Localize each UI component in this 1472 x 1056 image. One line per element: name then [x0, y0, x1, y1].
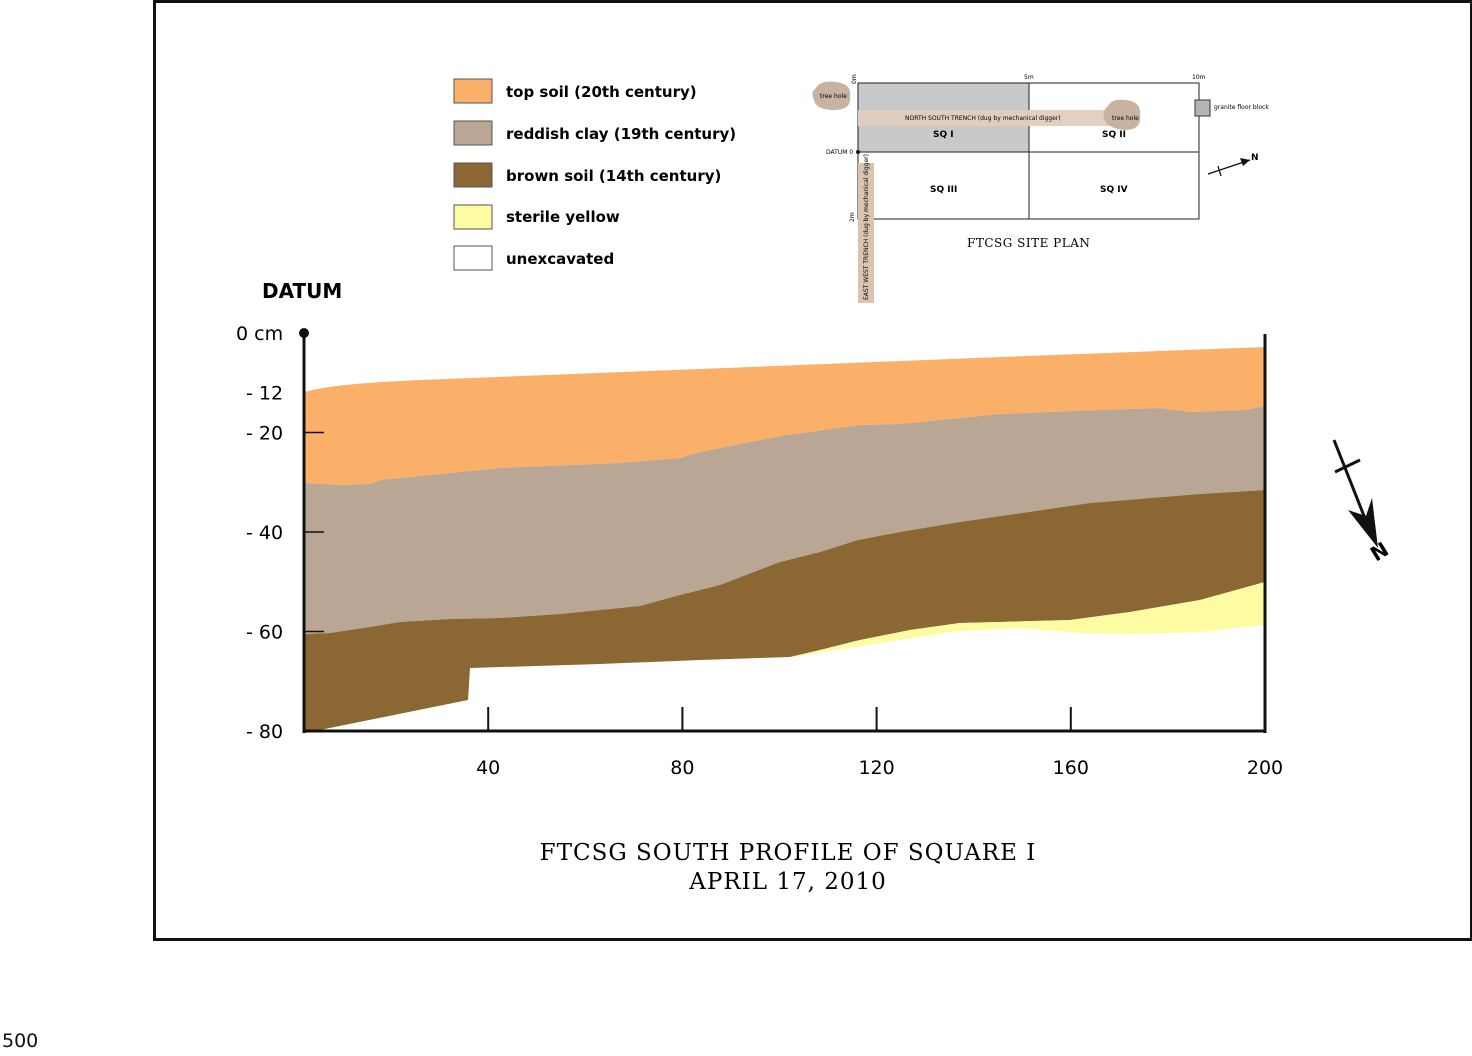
site-plan-title: FTCSG SITE PLAN	[967, 236, 1090, 250]
tree-hole-left	[812, 81, 851, 110]
layer-brown-soil	[305, 490, 1265, 733]
page-number: 500	[2, 1030, 39, 1052]
drawing-frame	[153, 0, 1472, 941]
tree-hole-left-label: tree hole	[820, 93, 847, 100]
layer-reddish-clay	[305, 406, 1265, 634]
site-plan-sq3: SQ III	[930, 185, 957, 195]
x-tick-label: 160	[1053, 757, 1089, 779]
legend-swatch-brown-soil	[453, 162, 493, 188]
legend-swatch-reddish-clay	[453, 120, 493, 146]
y-tick-label: - 80	[246, 721, 283, 743]
y-tick-label: - 12	[246, 383, 283, 405]
site-plan-sq2: SQ II	[1102, 130, 1126, 140]
x-tick-label: 120	[858, 757, 894, 779]
y-tick-label: - 20	[246, 423, 283, 445]
tree-hole-right	[1103, 99, 1141, 130]
y-tick-label: - 40	[246, 522, 283, 544]
site-plan-datum-dot	[856, 150, 860, 154]
figure-title-line2: APRIL 17, 2010	[688, 869, 887, 895]
legend-swatch-sterile-yellow	[453, 204, 493, 230]
layer-sterile-yellow	[790, 582, 1265, 657]
scale-top-right: 10m	[1192, 74, 1206, 81]
east-west-trench	[858, 163, 874, 303]
x-tick-label: 80	[670, 757, 694, 779]
x-axis-ticks: 40 80 120 160 200	[476, 707, 1283, 779]
x-tick-label: 200	[1247, 757, 1283, 779]
legend-label-brown-soil: brown soil (14th century)	[506, 167, 721, 185]
site-plan-north-arrow: N	[1207, 153, 1259, 177]
site-plan: NORTH SOUTH TRENCH (dug by mechanical di…	[812, 74, 1269, 303]
granite-block	[1194, 99, 1211, 117]
tree-hole-right-label: tree hole	[1112, 115, 1139, 122]
granite-block-label: granite floor block	[1214, 104, 1269, 111]
profile-layers	[305, 347, 1265, 733]
layer-top-soil	[305, 347, 1265, 485]
x-tick-label: 40	[476, 757, 500, 779]
legend-swatch-top-soil	[453, 78, 493, 104]
east-west-trench-label: EAST WEST TRENCH (dug by mechanical digg…	[863, 154, 870, 300]
site-plan-sq1: SQ I	[933, 130, 954, 140]
north-south-trench-label: NORTH SOUTH TRENCH (dug by mechanical di…	[905, 115, 1061, 122]
scale-left-bottom: 2m	[849, 212, 856, 222]
legend-swatch-unexcavated	[453, 245, 493, 271]
north-arrow: N	[1332, 439, 1393, 566]
y-tick-label: 0 cm	[236, 323, 283, 345]
legend-label-unexcavated: unexcavated	[506, 250, 614, 268]
site-plan-sq4: SQ IV	[1100, 185, 1128, 195]
site-plan-north-label: N	[1251, 153, 1259, 163]
y-axis-ticks: 0 cm - 12 - 20 - 40 - 60 - 80	[236, 323, 324, 743]
legend-label-top-soil: top soil (20th century)	[506, 83, 697, 101]
datum-point	[299, 328, 309, 338]
site-plan-datum: DATUM 0	[826, 149, 853, 156]
datum-label: DATUM	[262, 279, 342, 303]
scale-top-mid: 5m	[1024, 74, 1034, 81]
axes	[299, 328, 1267, 733]
legend: top soil (20th century) reddish clay (19…	[453, 78, 736, 271]
north-south-trench	[858, 110, 1128, 126]
figure-title-line1: FTCSG SOUTH PROFILE OF SQUARE I	[540, 840, 1037, 866]
y-tick-label: - 60	[246, 622, 283, 644]
scale-top-left: 0m	[851, 74, 858, 84]
legend-label-reddish-clay: reddish clay (19th century)	[506, 125, 736, 143]
legend-label-sterile-yellow: sterile yellow	[506, 208, 620, 226]
north-arrow-label: N	[1366, 537, 1393, 566]
